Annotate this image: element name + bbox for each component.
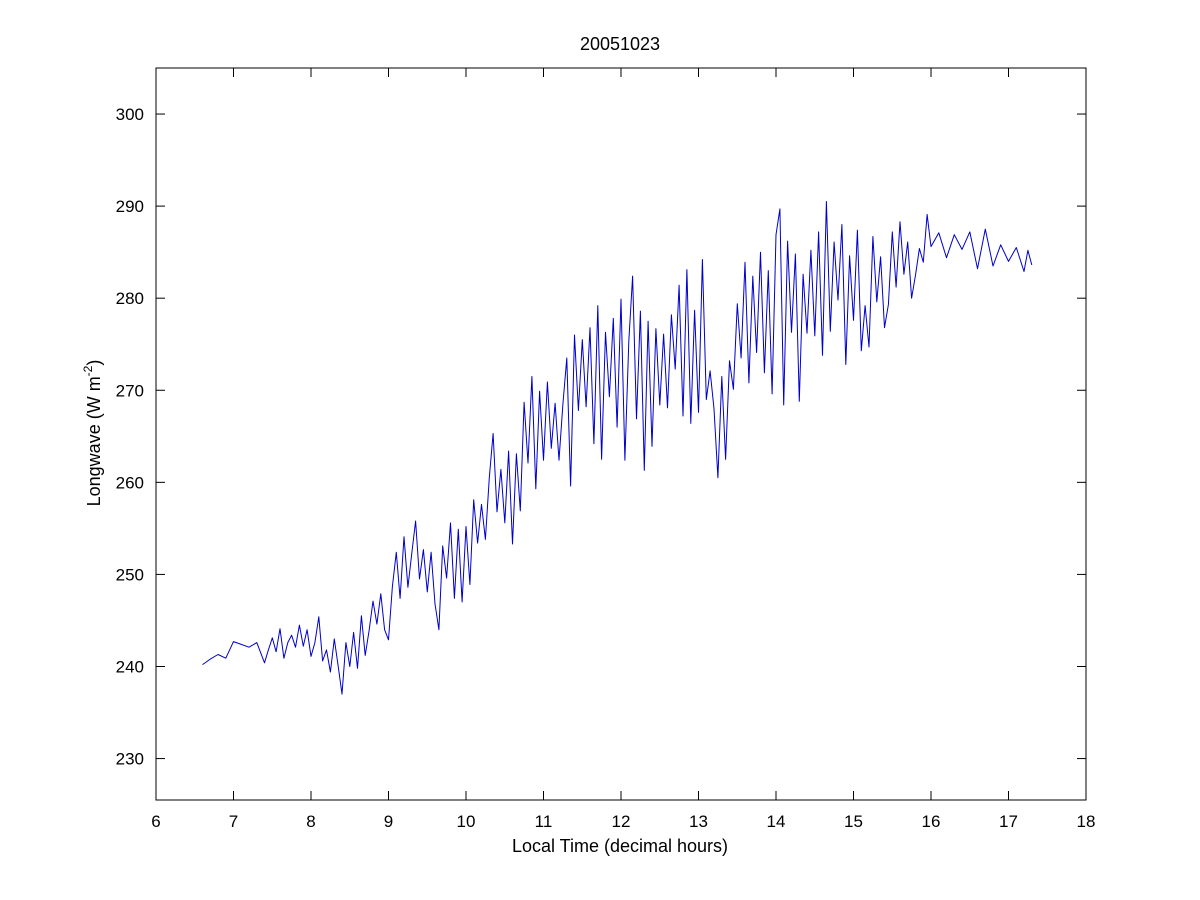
- x-tick-label: 13: [689, 812, 708, 831]
- x-tick-label: 10: [457, 812, 476, 831]
- y-tick-label: 240: [116, 657, 144, 676]
- y-axis-label-superscript: -2: [81, 365, 95, 376]
- x-axis-ticks: 6 7 8 9 10 11 12 13 14 15 16 17 18: [151, 68, 1095, 831]
- y-tick-label: 260: [116, 473, 144, 492]
- chart-title: 20051023: [580, 34, 660, 54]
- y-tick-label: 250: [116, 565, 144, 584]
- y-tick-label: 280: [116, 289, 144, 308]
- y-tick-label: 290: [116, 197, 144, 216]
- x-tick-label: 9: [384, 812, 393, 831]
- x-tick-label: 18: [1077, 812, 1096, 831]
- x-tick-label: 8: [306, 812, 315, 831]
- x-tick-label: 16: [922, 812, 941, 831]
- y-axis-label-suffix: ): [84, 360, 104, 366]
- y-axis-ticks: 230 240 250 260 270 280 290 300: [116, 105, 1086, 769]
- series-group: [202, 201, 1033, 695]
- x-axis-label: Local Time (decimal hours): [512, 836, 728, 856]
- plot-border: [155, 67, 1087, 801]
- x-tick-label: 15: [844, 812, 863, 831]
- y-tick-label: 300: [116, 105, 144, 124]
- x-tick-label: 17: [999, 812, 1018, 831]
- series-line: [202, 201, 1033, 695]
- x-tick-label: 12: [612, 812, 631, 831]
- x-tick-label: 7: [229, 812, 238, 831]
- x-tick-label: 11: [535, 812, 553, 831]
- x-tick-label: 14: [767, 812, 786, 831]
- y-tick-label: 270: [116, 381, 144, 400]
- y-tick-label: 230: [116, 750, 144, 769]
- y-axis-label-prefix: Longwave (W m: [84, 376, 104, 506]
- plot-frame: [155, 67, 1087, 801]
- y-axis-label: Longwave (W m-2): [81, 360, 104, 507]
- x-tick-label: 6: [151, 812, 160, 831]
